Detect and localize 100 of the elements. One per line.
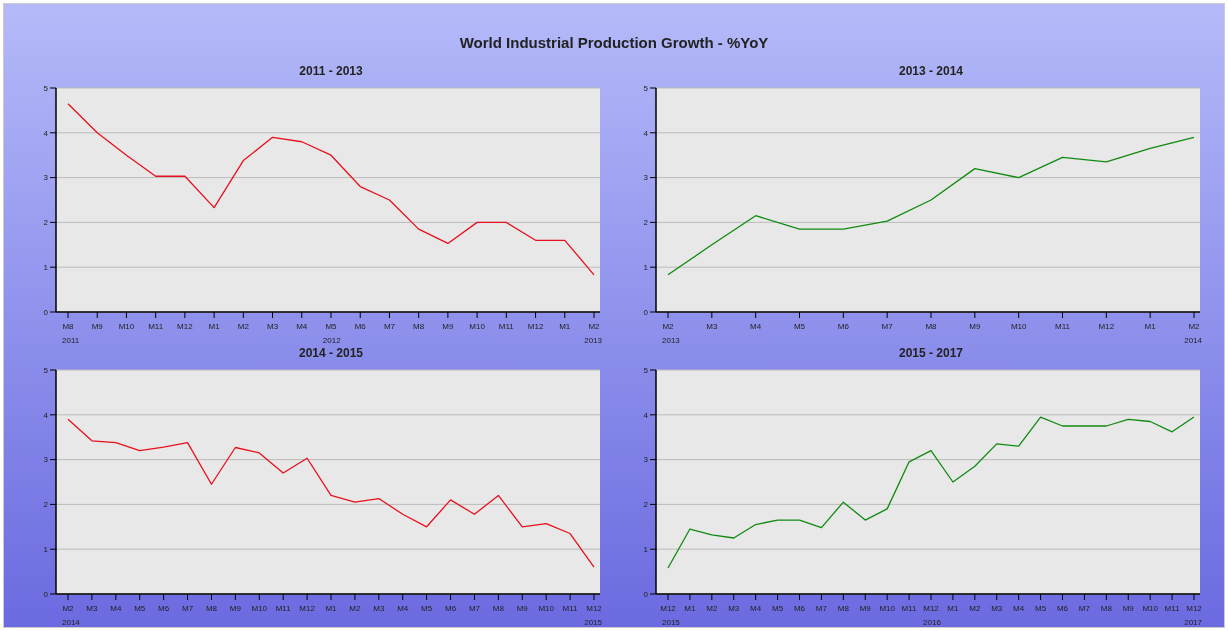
x-tick-label: M7 bbox=[468, 604, 481, 613]
x-tick-label: M12 bbox=[1098, 322, 1115, 331]
text: 2017 bbox=[1184, 618, 1202, 627]
x-tick-label: M8 bbox=[925, 322, 938, 331]
text: 2016 bbox=[923, 618, 941, 627]
text: 2011 bbox=[62, 336, 80, 345]
x-tick-label: M10 bbox=[469, 322, 486, 331]
x-tick-label: M6 bbox=[1056, 604, 1069, 613]
x-tick-label: M8 bbox=[1100, 604, 1113, 613]
x-tick-label: M4 bbox=[1013, 604, 1025, 613]
text: 2013 bbox=[662, 336, 680, 345]
x-tick-label: M6 bbox=[158, 604, 170, 613]
y-tick-label: 3 bbox=[43, 173, 49, 183]
x-tick-label: M2 bbox=[1188, 322, 1201, 331]
x-tick-label: M10 bbox=[251, 604, 268, 613]
y-tick-label: 5 bbox=[43, 365, 49, 375]
y-tick-label: 4 bbox=[643, 128, 649, 138]
y-tick-label: 2 bbox=[643, 218, 649, 228]
x-tick-label: M1 bbox=[1144, 322, 1157, 331]
y-tick-label: 1 bbox=[43, 263, 49, 273]
x-tick-label: M11 bbox=[148, 322, 164, 331]
chart-title: 2015 - 2017 bbox=[897, 346, 965, 362]
x-tick-label: M5 bbox=[1035, 604, 1047, 613]
y-tick-label: 4 bbox=[43, 410, 49, 420]
text: 2014 bbox=[1184, 336, 1202, 345]
text: 2013 bbox=[584, 336, 602, 345]
x-tick-label: M2 bbox=[662, 322, 675, 331]
line-series bbox=[67, 103, 595, 276]
x-tick-label: M9 bbox=[859, 604, 872, 613]
y-tick-label: 0 bbox=[643, 307, 649, 317]
y-tick-label: 2 bbox=[43, 500, 49, 510]
y-tick-label: 5 bbox=[43, 83, 49, 93]
line-series bbox=[67, 418, 595, 568]
x-tick-label: M4 bbox=[110, 604, 122, 613]
y-tick-label: 1 bbox=[643, 545, 649, 555]
x-tick-label: M1 bbox=[684, 604, 697, 613]
x-tick-label: M4 bbox=[750, 322, 762, 331]
x-tick-label: M7 bbox=[815, 604, 828, 613]
x-tick-label: M8 bbox=[205, 604, 218, 613]
x-tick-label: M11 bbox=[901, 604, 918, 613]
text: 2012 bbox=[322, 336, 341, 345]
x-tick-label: M9 bbox=[969, 322, 981, 331]
x-tick-label: M5 bbox=[421, 604, 433, 613]
y-tick-label: 1 bbox=[43, 545, 49, 555]
x-tick-label: M4 bbox=[397, 604, 409, 613]
y-tick-label: 0 bbox=[43, 307, 49, 317]
x-tick-label: M1 bbox=[947, 604, 960, 613]
x-tick-label: M10 bbox=[118, 322, 135, 331]
y-tick-label: 3 bbox=[43, 455, 49, 465]
x-tick-label: M12 bbox=[586, 604, 603, 613]
x-tick-label: M4 bbox=[750, 604, 762, 613]
x-tick-label: M1 bbox=[325, 604, 338, 613]
x-tick-label: M10 bbox=[1010, 322, 1027, 331]
x-tick-label: M11 bbox=[1164, 604, 1181, 613]
y-tick-label: 3 bbox=[643, 173, 649, 183]
text: World Industrial Production Growth - %YoY bbox=[458, 34, 770, 51]
x-tick-label: M2 bbox=[237, 322, 250, 331]
x-tick-label: M2 bbox=[706, 604, 718, 613]
x-tick-label: M5 bbox=[325, 322, 338, 331]
x-tick-label: M12 bbox=[527, 322, 544, 331]
x-tick-label: M5 bbox=[772, 604, 784, 613]
x-tick-label: M1 bbox=[208, 322, 221, 331]
x-tick-label: M8 bbox=[413, 322, 425, 331]
x-tick-label: M9 bbox=[91, 322, 104, 331]
x-tick-label: M8 bbox=[62, 322, 75, 331]
y-tick-label: 4 bbox=[643, 410, 649, 420]
x-tick-label: M7 bbox=[181, 604, 194, 613]
text: 2014 bbox=[62, 618, 80, 627]
y-tick-label: 5 bbox=[643, 365, 649, 375]
y-tick-label: 2 bbox=[643, 500, 649, 510]
x-tick-label: M2 bbox=[588, 322, 601, 331]
x-tick-label: M8 bbox=[492, 604, 505, 613]
x-tick-label: M6 bbox=[837, 322, 850, 331]
x-tick-label: M11 bbox=[1055, 322, 1071, 331]
x-tick-label: M10 bbox=[538, 604, 555, 613]
y-tick-label: 1 bbox=[643, 263, 649, 273]
x-tick-label: M10 bbox=[1142, 604, 1159, 613]
chart-title: 2011 - 2013 bbox=[298, 64, 364, 80]
x-tick-label: M11 bbox=[275, 604, 292, 613]
x-tick-label: M1 bbox=[559, 322, 571, 331]
y-tick-label: 2 bbox=[43, 218, 49, 228]
x-tick-label: M6 bbox=[444, 604, 457, 613]
text: 2015 bbox=[584, 618, 602, 627]
y-tick-label: 4 bbox=[43, 128, 49, 138]
x-tick-label: M9 bbox=[516, 604, 529, 613]
x-tick-label: M12 bbox=[923, 604, 940, 613]
x-tick-label: M8 bbox=[837, 604, 850, 613]
x-tick-label: M7 bbox=[881, 322, 894, 331]
x-tick-label: M3 bbox=[266, 322, 279, 331]
x-tick-label: M9 bbox=[442, 322, 454, 331]
x-tick-label: M4 bbox=[296, 322, 308, 331]
x-tick-label: M2 bbox=[62, 604, 75, 613]
line-series bbox=[667, 416, 1195, 569]
x-tick-label: M11 bbox=[498, 322, 515, 331]
line-series bbox=[667, 136, 1195, 276]
x-tick-label: M3 bbox=[86, 604, 99, 613]
x-tick-label: M6 bbox=[793, 604, 806, 613]
x-tick-label: M10 bbox=[879, 604, 896, 613]
x-tick-label: M5 bbox=[793, 322, 806, 331]
x-tick-label: M12 bbox=[299, 604, 316, 613]
